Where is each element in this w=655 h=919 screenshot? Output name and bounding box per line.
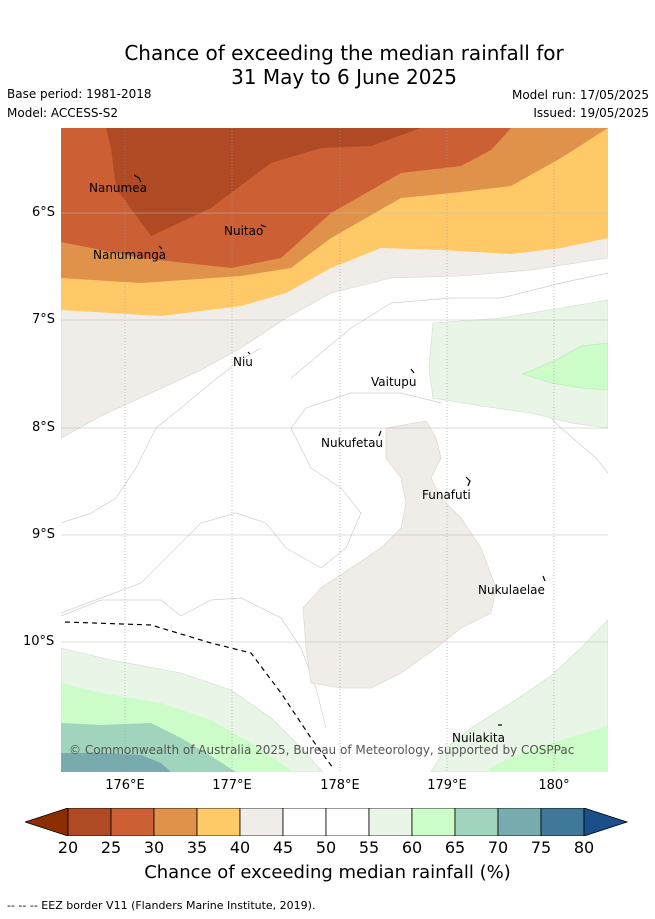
issued-date: Issued: 19/05/2025 <box>533 106 649 120</box>
model-run-date: Model run: 17/05/2025 <box>511 88 649 102</box>
model-name: Model: ACCESS-S2 <box>7 106 119 120</box>
colorbar-cell <box>110 808 155 836</box>
contour-band-55-se <box>430 619 608 772</box>
place-label-vaitupu: Vaitupu <box>371 375 417 389</box>
colorbar-tick-label: 75 <box>530 838 552 857</box>
place-label-nukufetau: Nukufetau <box>321 436 383 450</box>
lon-label-177e: 177°E <box>212 778 252 793</box>
lon-label-180: 180° <box>538 778 570 793</box>
map-title-line2: 31 May to 6 June 2025 <box>231 65 457 89</box>
colorbar-tick-label: 30 <box>143 838 165 857</box>
lat-label-6s: 6°S <box>32 205 56 220</box>
colorbar-tick-label: 20 <box>57 838 79 857</box>
lat-label-8s: 8°S <box>32 420 56 435</box>
colorbar-tick-label: 60 <box>401 838 423 857</box>
colorbar-cell <box>497 808 542 836</box>
map-title-line1: Chance of exceeding the median rainfall … <box>124 41 564 65</box>
place-label-nuitao: Nuitao <box>224 224 263 238</box>
contour-band-60-se <box>486 726 608 772</box>
colorbar-cell <box>540 808 585 836</box>
copyright-note: © Commonwealth of Australia 2025, Bureau… <box>69 743 574 757</box>
base-period: Base period: 1981-2018 <box>7 87 152 101</box>
colorbar-cell <box>67 808 112 836</box>
lon-label-178e: 178°E <box>320 778 360 793</box>
place-label-niu: Niu <box>233 355 253 369</box>
contour-band-20 <box>106 128 421 236</box>
colorbar-tick-label: 55 <box>358 838 380 857</box>
colorbar-cell <box>411 808 456 836</box>
place-label-nanumea: Nanumea <box>89 181 147 195</box>
colorbar-tick-label: 80 <box>573 838 595 857</box>
lat-label-10s: 10°S <box>23 634 55 649</box>
contour-blob-45 <box>302 420 497 689</box>
eez-border <box>64 621 334 769</box>
place-label-funafuti: Funafuti <box>422 488 471 502</box>
colorbar-cell <box>153 808 198 836</box>
colorbar-tick-label: 40 <box>229 838 251 857</box>
place-label-nanumanga: Nanumanga <box>93 248 166 262</box>
island-markers <box>133 174 546 726</box>
lon-label-179e: 179°E <box>427 778 467 793</box>
rainfall-map: Nanumea Nuitao Nanumanga Niu Vaitupu Nuk… <box>61 128 608 772</box>
contour-band-55-east <box>428 299 608 429</box>
colorbar-tick-label: 70 <box>487 838 509 857</box>
contour-line-55 <box>290 272 608 379</box>
colorbar-cell <box>454 808 499 836</box>
place-label-nukulaelae: Nukulaelae <box>478 583 545 597</box>
eez-legend-note: -- -- -- EEZ border V11 (Flanders Marine… <box>7 899 316 912</box>
lon-label-176e: 176°E <box>105 778 145 793</box>
graticule <box>61 128 608 772</box>
colorbar-tick-label: 65 <box>444 838 466 857</box>
colorbar-extend-high <box>583 808 629 836</box>
colorbar-extend-low <box>25 808 69 836</box>
lat-label-7s: 7°S <box>32 312 56 327</box>
colorbar-tick-label: 35 <box>186 838 208 857</box>
colorbar-cell <box>239 808 284 836</box>
colorbar-tick-label: 50 <box>315 838 337 857</box>
contour-band-70-south <box>61 753 171 772</box>
contour-line-50c <box>61 597 327 729</box>
lat-label-9s: 9°S <box>32 527 56 542</box>
colorbar-cell <box>196 808 241 836</box>
colorbar-cell <box>325 808 370 836</box>
colorbar-tick-label: 25 <box>100 838 122 857</box>
colorbar <box>25 808 629 836</box>
contour-line-50b <box>61 392 442 614</box>
map-svg: Nanumea Nuitao Nanumanga Niu Vaitupu Nuk… <box>61 128 608 772</box>
colorbar-tick-label: 45 <box>272 838 294 857</box>
colorbar-cell <box>368 808 413 836</box>
place-label-nuilakita: Nuilakita <box>452 731 505 745</box>
colorbar-cell <box>282 808 327 836</box>
colorbar-label: Chance of exceeding median rainfall (%) <box>144 862 511 883</box>
contour-band-60-east <box>522 342 608 391</box>
